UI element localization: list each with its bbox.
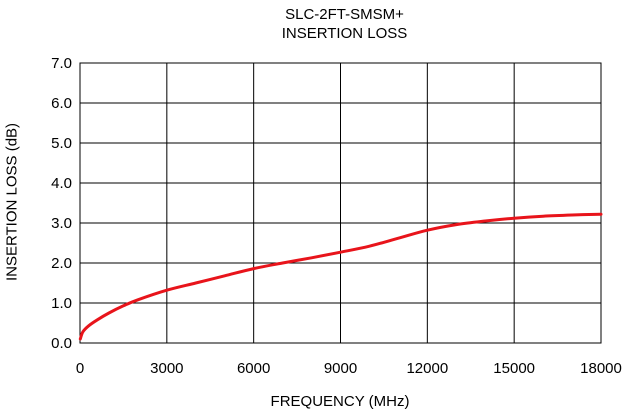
y-tick-label: 4.0 [51, 175, 72, 192]
x-tick-label: 6000 [237, 360, 270, 377]
x-tick-label: 18000 [580, 360, 622, 377]
y-tick-label: 5.0 [51, 135, 72, 152]
x-tick-label: 3000 [150, 360, 183, 377]
y-tick-label: 7.0 [51, 55, 72, 72]
y-tick-label: 6.0 [51, 95, 72, 112]
x-axis-label: FREQUENCY (MHz) [270, 393, 410, 410]
y-tick-label: 2.0 [51, 255, 72, 272]
chart-title-line-1: SLC-2FT-SMSM+ [285, 6, 404, 23]
y-tick-label: 3.0 [51, 215, 72, 232]
series-line-0 [78, 212, 603, 341]
x-tick-label: 0 [76, 360, 84, 377]
chart-title-line-2: INSERTION LOSS [281, 25, 408, 42]
y-tick-label: 1.0 [51, 295, 72, 312]
x-tick-label: 12000 [406, 360, 448, 377]
x-tick-label: 9000 [324, 360, 357, 377]
y-tick-label: 0.0 [51, 335, 72, 352]
x-tick-label: 15000 [493, 360, 535, 377]
y-axis-label: INSERTION LOSS (dB) [3, 122, 21, 282]
